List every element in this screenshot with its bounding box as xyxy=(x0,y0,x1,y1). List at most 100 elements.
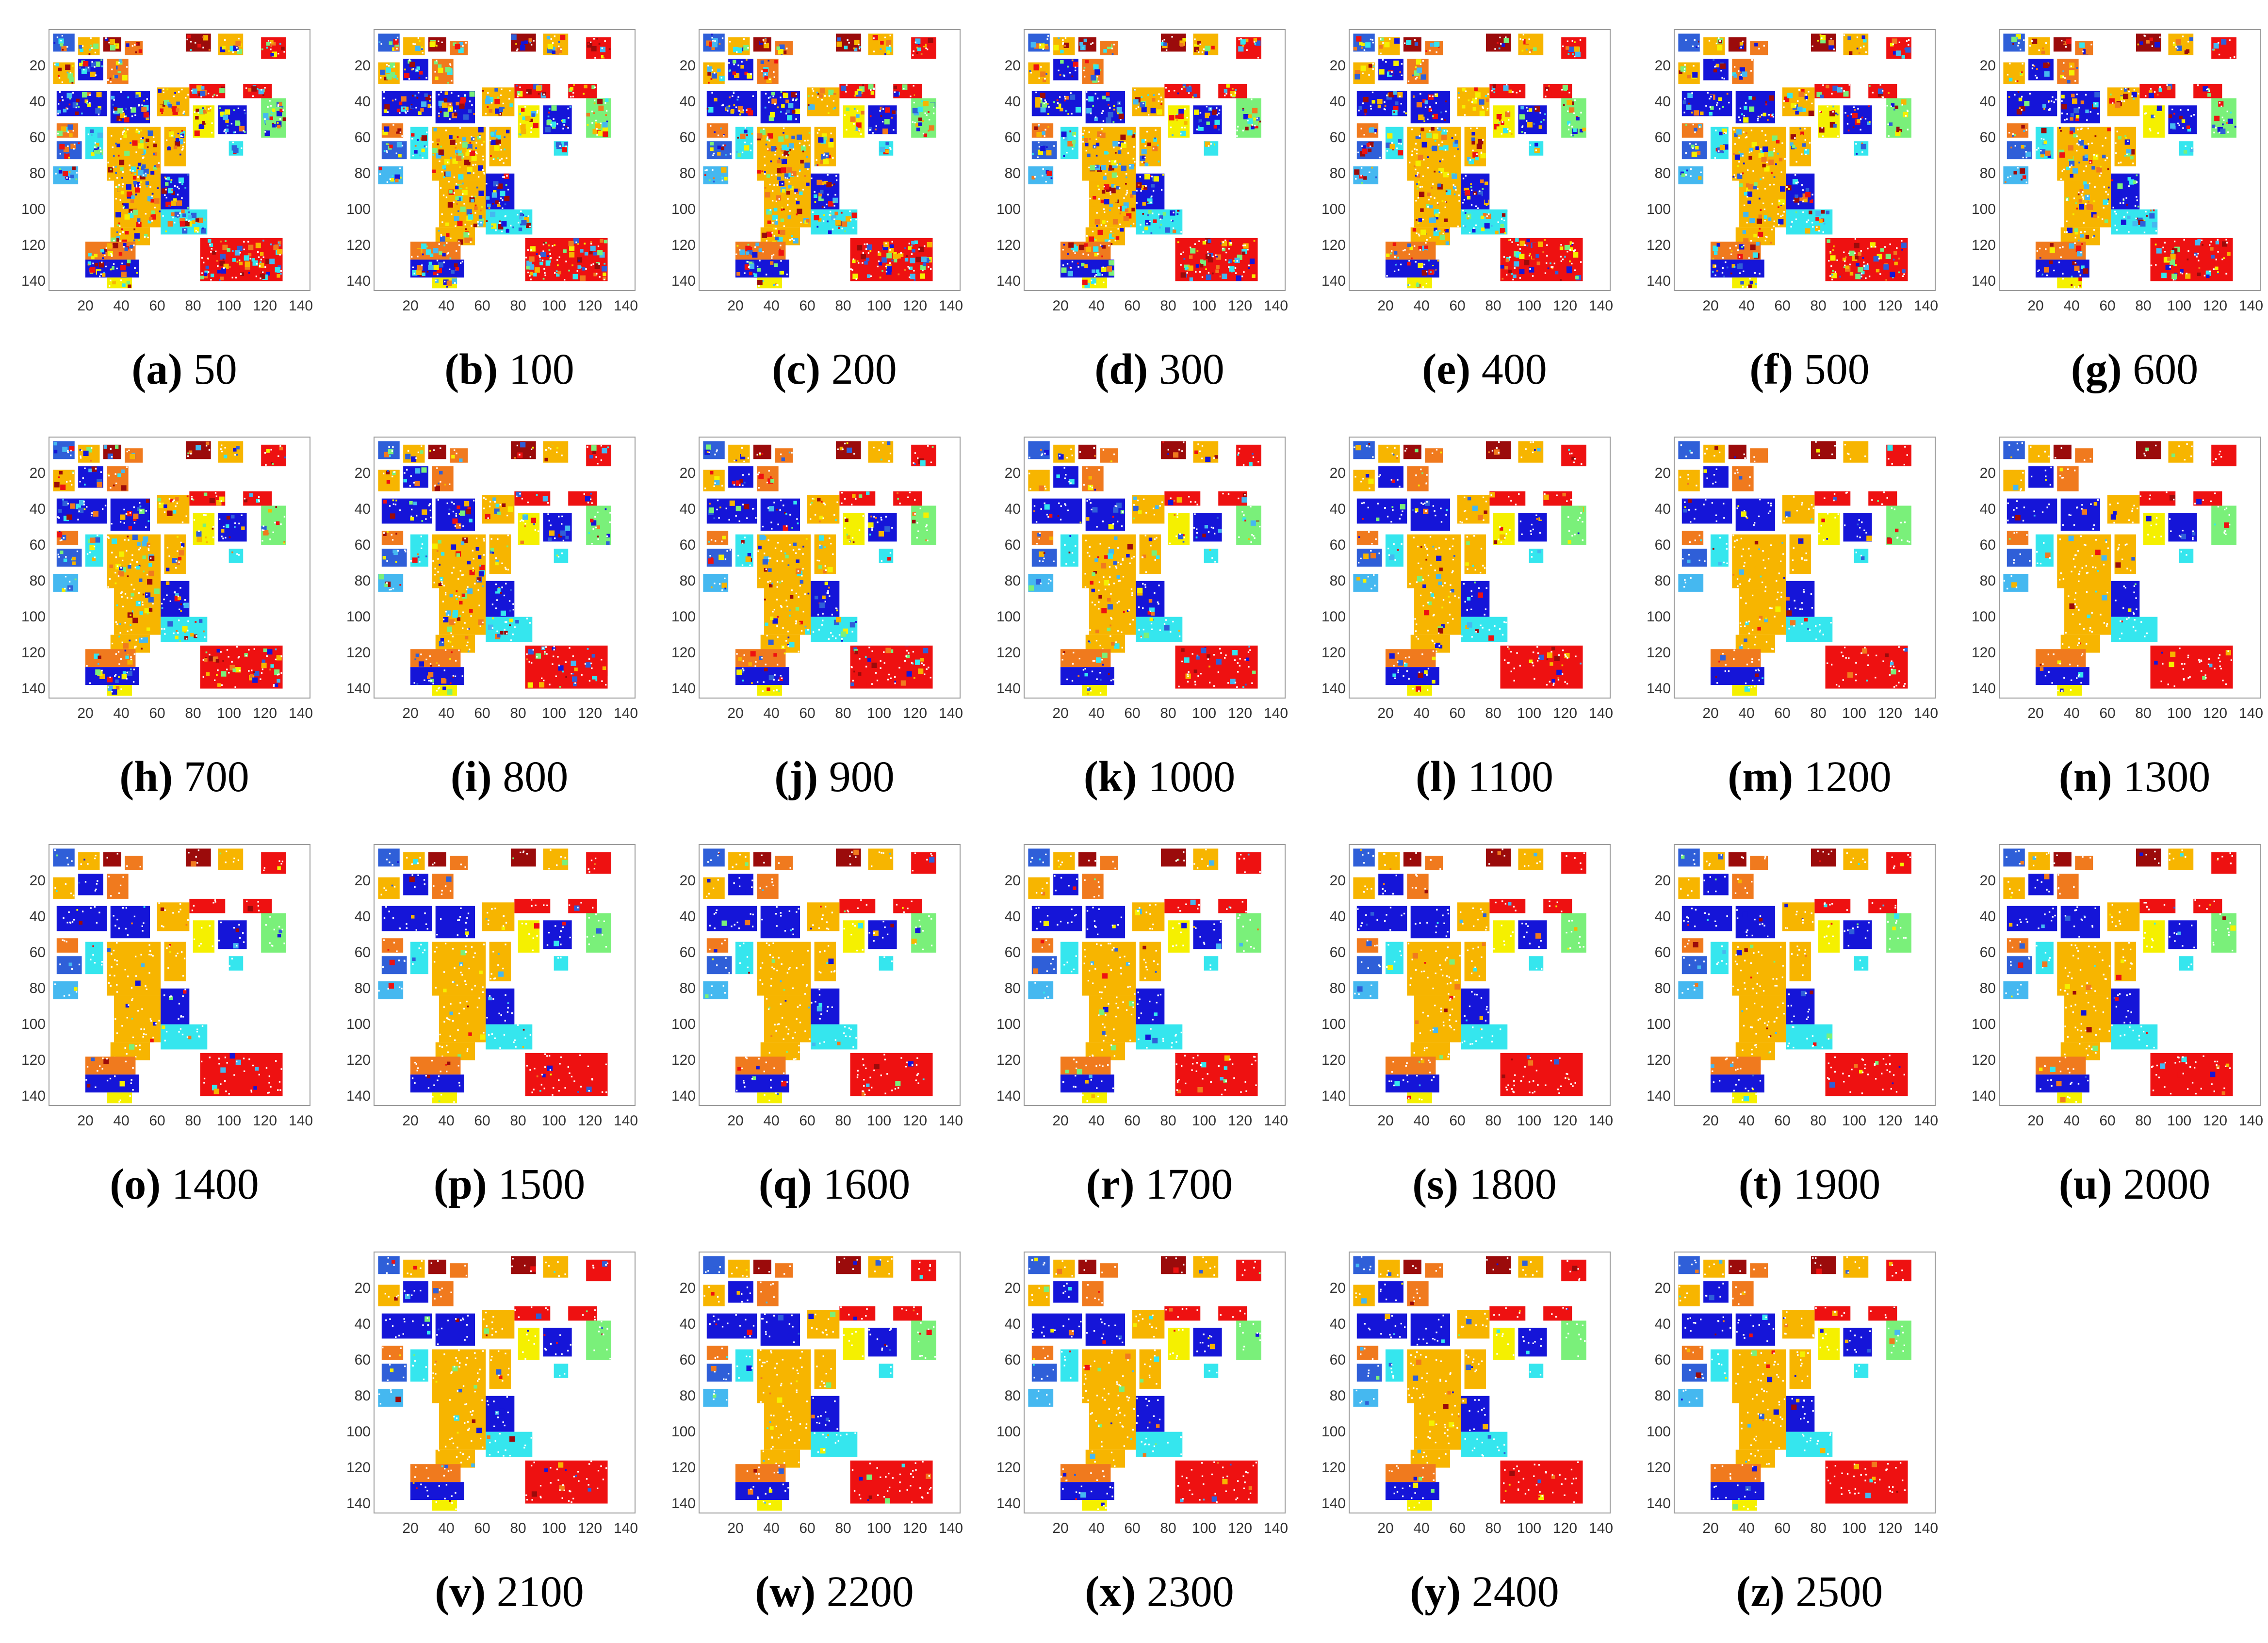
misclassified-pixel xyxy=(1085,143,1089,146)
misclassified-pixel xyxy=(821,195,825,199)
unlabeled-pixel xyxy=(743,38,745,40)
misclassified-pixel xyxy=(1165,227,1171,233)
misclassified-pixel xyxy=(1451,137,1453,139)
misclassified-pixel xyxy=(70,143,76,149)
unlabeled-pixel xyxy=(260,259,262,260)
unlabeled-pixel xyxy=(165,178,167,180)
misclassified-pixel xyxy=(860,128,863,130)
misclassified-pixel xyxy=(1205,113,1210,118)
unlabeled-pixel xyxy=(1764,240,1766,242)
misclassified-pixel xyxy=(429,42,435,48)
misclassified-pixel xyxy=(1040,71,1046,77)
misclassified-pixel xyxy=(398,101,403,105)
misclassified-pixel xyxy=(1093,64,1099,70)
unlabeled-pixel xyxy=(1046,38,1048,40)
misclassified-pixel xyxy=(1249,258,1255,264)
unlabeled-pixel xyxy=(1134,89,1136,91)
misclassified-pixel xyxy=(1141,149,1147,155)
misclassified-pixel xyxy=(1891,103,1895,107)
unlabeled-pixel xyxy=(243,248,245,250)
misclassified-pixel xyxy=(794,188,798,193)
misclassified-pixel xyxy=(547,48,553,53)
misclassified-pixel xyxy=(1393,91,1397,95)
misclassified-pixel xyxy=(188,215,192,219)
misclassified-pixel xyxy=(1744,192,1748,196)
unlabeled-pixel xyxy=(232,51,234,53)
unlabeled-pixel xyxy=(2062,76,2064,78)
subfigure-b: 20 40 60 80 100 120 140 20 40 60 80 100 120 140 (b) 10… xyxy=(335,10,638,393)
misclassified-pixel xyxy=(1802,193,1808,199)
misclassified-pixel xyxy=(55,63,59,66)
unlabeled-pixel xyxy=(714,40,716,42)
misclassified-pixel xyxy=(251,258,255,262)
misclassified-pixel xyxy=(1716,243,1720,247)
misclassified-pixel xyxy=(1833,245,1835,247)
unlabeled-pixel xyxy=(1419,249,1421,251)
misclassified-pixel xyxy=(904,269,906,271)
misclassified-pixel xyxy=(816,226,819,228)
misclassified-pixel xyxy=(1072,132,1076,136)
unlabeled-pixel xyxy=(147,236,149,239)
unlabeled-pixel xyxy=(1194,38,1196,40)
misclassified-pixel xyxy=(1143,186,1148,190)
misclassified-pixel xyxy=(1119,112,1123,115)
unlabeled-pixel xyxy=(2178,124,2180,126)
misclassified-pixel xyxy=(122,283,126,287)
misclassified-pixel xyxy=(1761,157,1767,163)
misclassified-pixel xyxy=(1363,109,1368,113)
misclassified-pixel xyxy=(252,260,258,266)
misclassified-pixel xyxy=(126,184,131,190)
unlabeled-pixel xyxy=(1865,51,1867,53)
unlabeled-pixel xyxy=(1075,69,1077,72)
x-tick-label: 140 xyxy=(613,298,638,314)
unlabeled-pixel xyxy=(793,239,795,242)
misclassified-pixel xyxy=(711,152,714,155)
misclassified-pixel xyxy=(806,219,810,223)
misclassified-pixel xyxy=(1037,76,1039,79)
misclassified-pixel xyxy=(428,264,434,270)
misclassified-pixel xyxy=(2137,43,2139,46)
misclassified-pixel xyxy=(1176,213,1179,215)
unlabeled-pixel xyxy=(181,197,183,199)
misclassified-pixel xyxy=(1525,252,1530,256)
misclassified-pixel xyxy=(1180,272,1186,278)
misclassified-pixel xyxy=(128,212,134,218)
unlabeled-pixel xyxy=(772,95,774,98)
misclassified-pixel xyxy=(1691,145,1695,148)
unlabeled-pixel xyxy=(165,189,167,191)
misclassified-pixel xyxy=(2093,154,2099,160)
misclassified-pixel xyxy=(1229,240,1231,242)
unlabeled-pixel xyxy=(144,236,146,238)
unlabeled-pixel xyxy=(552,245,554,247)
unlabeled-pixel xyxy=(187,94,189,96)
unlabeled-pixel xyxy=(436,60,438,62)
misclassified-pixel xyxy=(138,49,143,53)
unlabeled-pixel xyxy=(1729,247,1731,249)
misclassified-pixel xyxy=(751,92,757,98)
misclassified-pixel xyxy=(1103,176,1107,180)
unlabeled-pixel xyxy=(479,136,481,138)
misclassified-pixel xyxy=(528,264,534,270)
unlabeled-pixel xyxy=(2022,156,2024,159)
unlabeled-pixel xyxy=(735,253,737,255)
unlabeled-pixel xyxy=(1892,43,1894,46)
unlabeled-pixel xyxy=(1804,139,1806,141)
misclassified-pixel xyxy=(766,77,772,83)
misclassified-pixel xyxy=(1740,153,1744,157)
misclassified-pixel xyxy=(928,111,930,113)
misclassified-pixel xyxy=(2070,174,2073,178)
unlabeled-pixel xyxy=(180,135,182,137)
misclassified-pixel xyxy=(1401,276,1403,277)
misclassified-pixel xyxy=(2012,43,2014,45)
unlabeled-pixel xyxy=(604,102,606,104)
unlabeled-pixel xyxy=(1782,202,1784,205)
misclassified-pixel xyxy=(1566,268,1572,274)
unlabeled-pixel xyxy=(762,251,764,253)
misclassified-pixel xyxy=(1416,67,1422,73)
misclassified-pixel xyxy=(1034,126,1038,130)
misclassified-pixel xyxy=(451,278,457,284)
unlabeled-pixel xyxy=(1236,260,1238,262)
unlabeled-pixel xyxy=(1571,40,1573,42)
unlabeled-pixel xyxy=(1846,123,1849,125)
unlabeled-pixel xyxy=(909,276,911,278)
